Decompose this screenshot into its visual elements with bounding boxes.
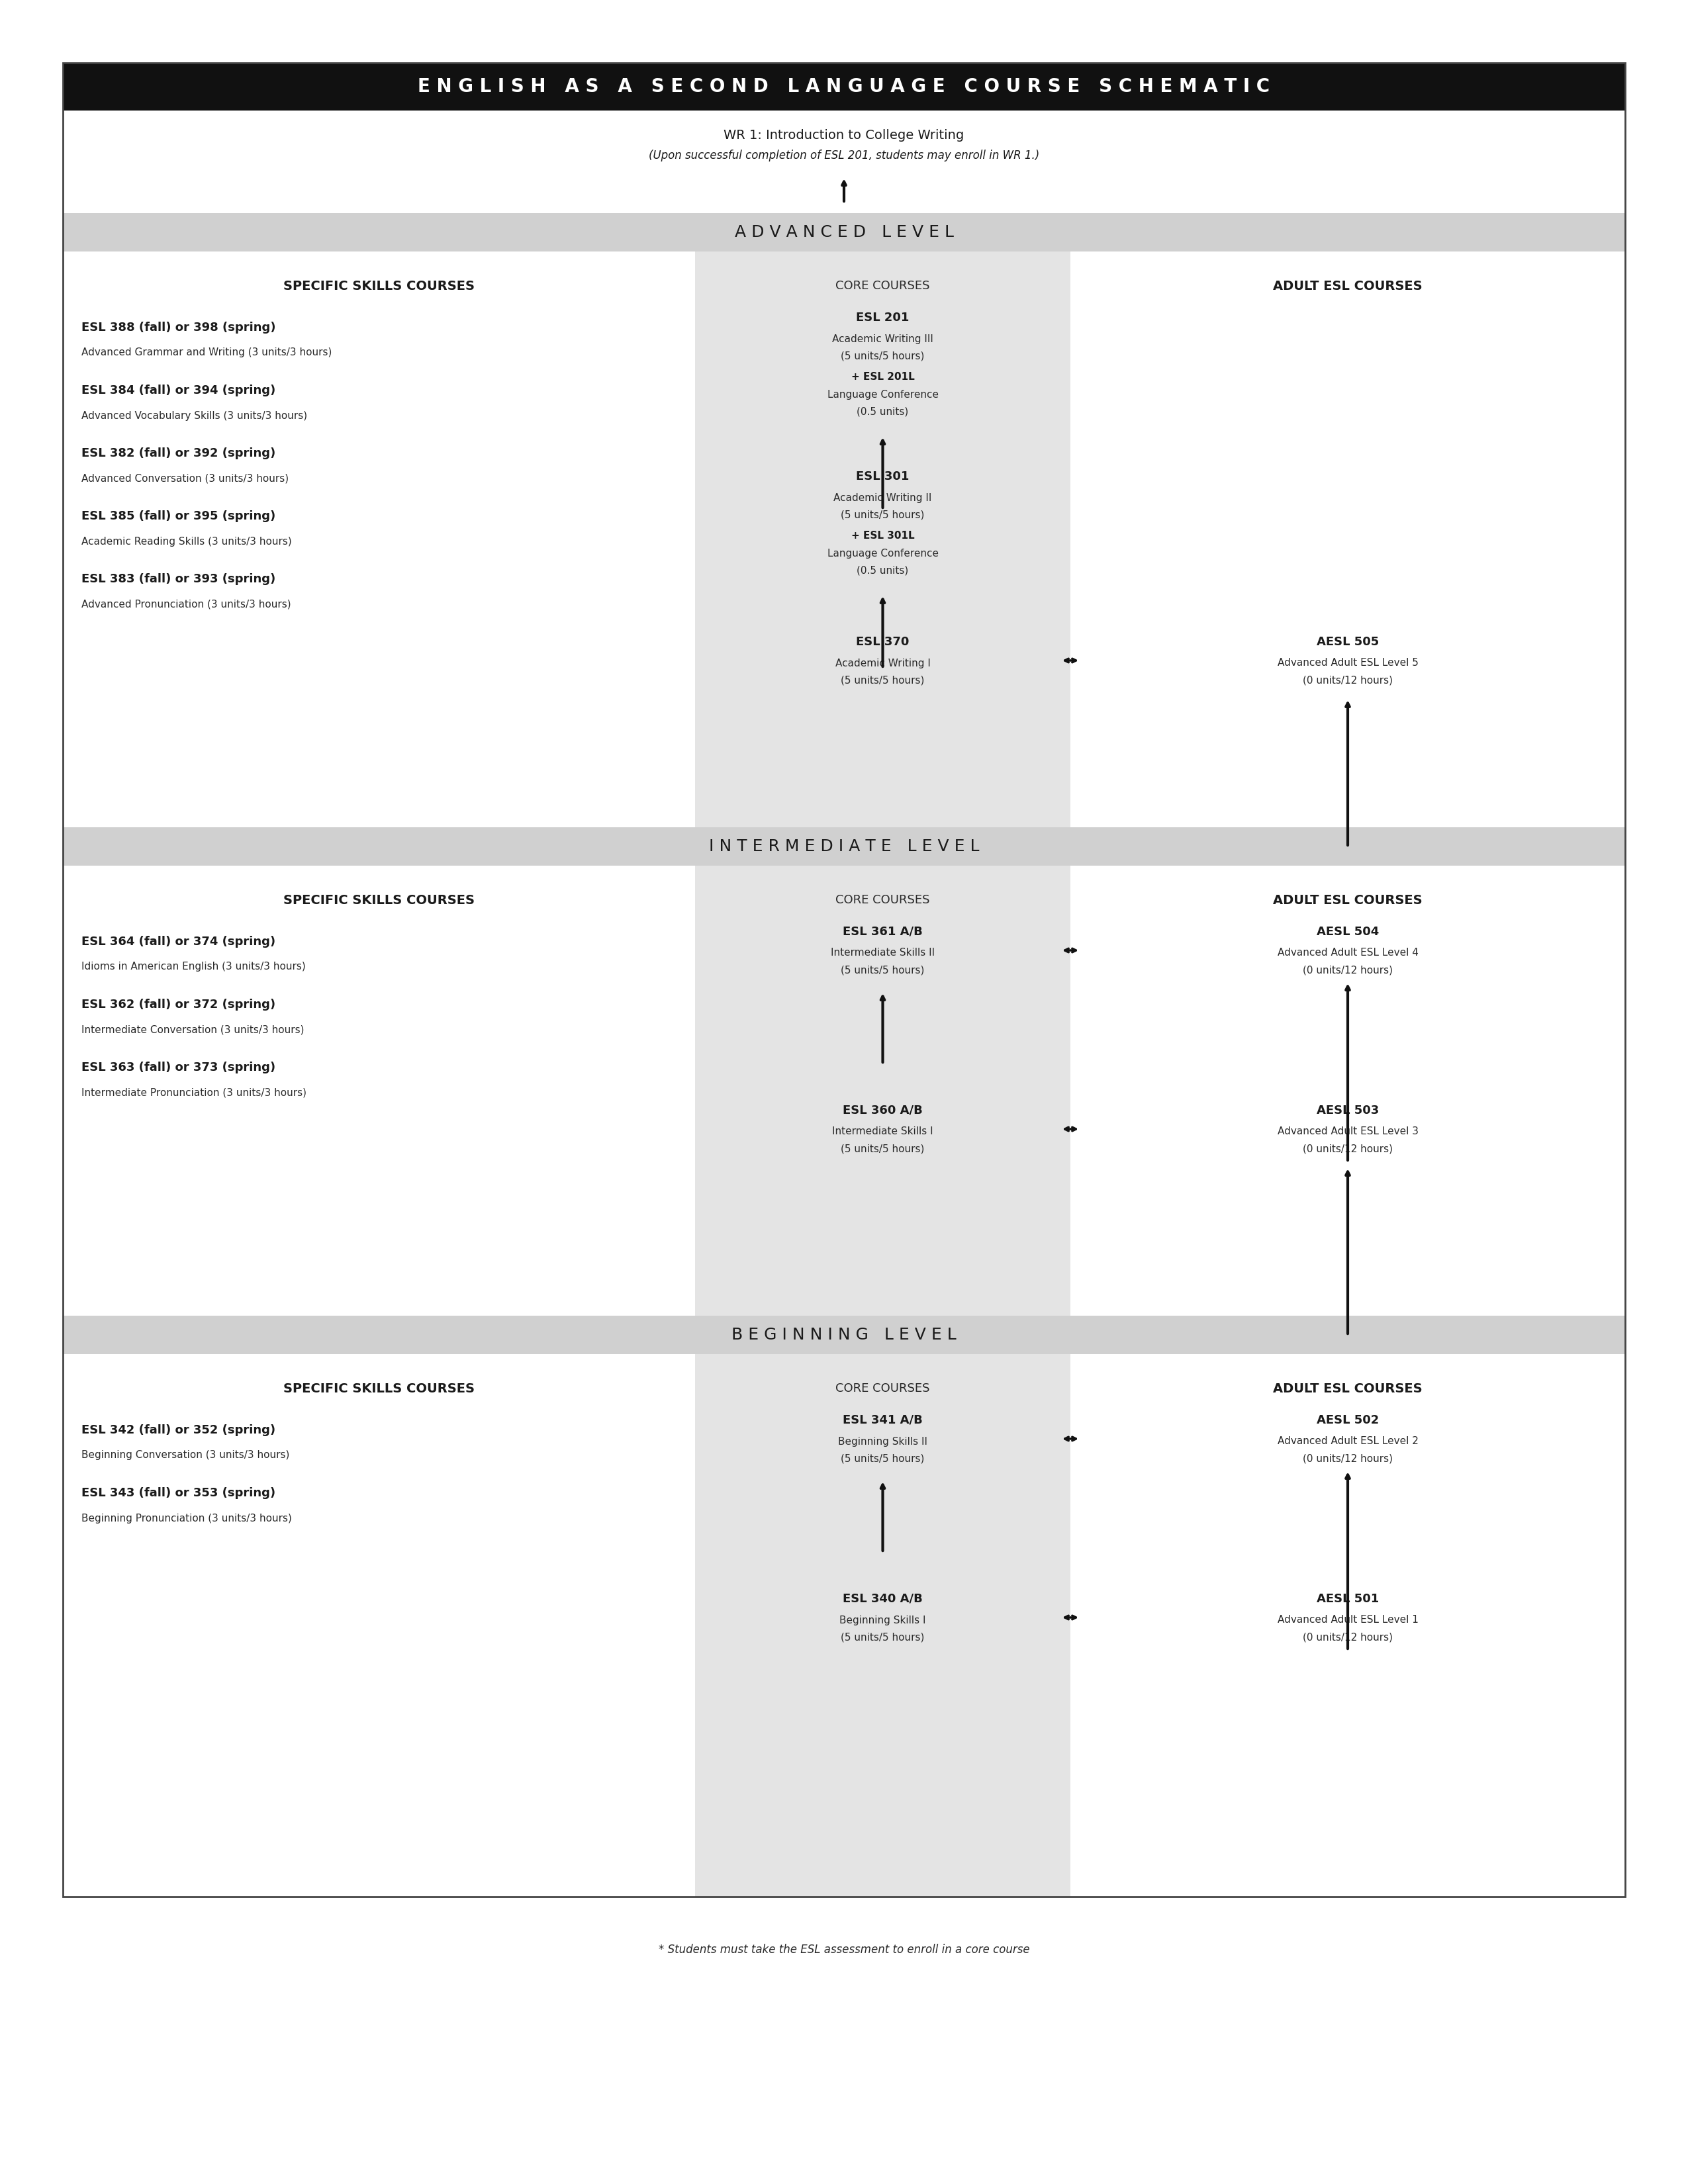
Text: Intermediate Skills I: Intermediate Skills I — [832, 1127, 933, 1136]
Bar — [62, 63, 1626, 1896]
Text: ESL 201: ESL 201 — [856, 312, 910, 323]
Text: ADULT ESL COURSES: ADULT ESL COURSES — [1273, 280, 1423, 293]
Text: (0 units/12 hours): (0 units/12 hours) — [1303, 965, 1393, 976]
Text: Academic Reading Skills (3 units/3 hours): Academic Reading Skills (3 units/3 hours… — [81, 537, 292, 546]
Text: Intermediate Conversation (3 units/3 hours): Intermediate Conversation (3 units/3 hou… — [81, 1024, 304, 1035]
Text: Idioms in American English (3 units/3 hours): Idioms in American English (3 units/3 ho… — [81, 961, 306, 972]
Bar — [62, 828, 1626, 865]
Text: Advanced Adult ESL Level 2: Advanced Adult ESL Level 2 — [1278, 1437, 1418, 1446]
Text: E N G L I S H   A S   A   S E C O N D   L A N G U A G E   C O U R S E   S C H E : E N G L I S H A S A S E C O N D L A N G … — [419, 76, 1269, 96]
Text: I N T E R M E D I A T E   L E V E L: I N T E R M E D I A T E L E V E L — [709, 839, 979, 854]
Text: Advanced Adult ESL Level 1: Advanced Adult ESL Level 1 — [1278, 1616, 1418, 1625]
Text: + ESL 201L: + ESL 201L — [851, 371, 915, 382]
Text: SPECIFIC SKILLS COURSES: SPECIFIC SKILLS COURSES — [284, 280, 474, 293]
Text: ESL 340 A/B: ESL 340 A/B — [842, 1592, 923, 1605]
Text: ESL 385 (fall) or 395 (spring): ESL 385 (fall) or 395 (spring) — [81, 511, 275, 522]
Text: (0 units/12 hours): (0 units/12 hours) — [1303, 1144, 1393, 1153]
Text: Intermediate Skills II: Intermediate Skills II — [830, 948, 935, 959]
Text: + ESL 301L: + ESL 301L — [851, 531, 915, 542]
Text: ADULT ESL COURSES: ADULT ESL COURSES — [1273, 893, 1423, 906]
Bar — [62, 214, 1626, 251]
Text: Advanced Adult ESL Level 4: Advanced Adult ESL Level 4 — [1278, 948, 1418, 959]
Text: CORE COURSES: CORE COURSES — [836, 280, 930, 293]
Text: ADULT ESL COURSES: ADULT ESL COURSES — [1273, 1382, 1423, 1396]
Text: (5 units/5 hours): (5 units/5 hours) — [841, 509, 925, 520]
Text: ESL 382 (fall) or 392 (spring): ESL 382 (fall) or 392 (spring) — [81, 448, 275, 459]
Text: ESL 342 (fall) or 352 (spring): ESL 342 (fall) or 352 (spring) — [81, 1424, 275, 1437]
Text: Advanced Pronunciation (3 units/3 hours): Advanced Pronunciation (3 units/3 hours) — [81, 598, 290, 609]
Text: ESL 383 (fall) or 393 (spring): ESL 383 (fall) or 393 (spring) — [81, 572, 275, 585]
Text: AESL 503: AESL 503 — [1317, 1105, 1379, 1116]
Text: ESL 360 A/B: ESL 360 A/B — [842, 1105, 923, 1116]
Bar — [695, 251, 1070, 828]
Text: (0 units/12 hours): (0 units/12 hours) — [1303, 675, 1393, 686]
Bar — [62, 63, 1626, 111]
Text: B E G I N N I N G   L E V E L: B E G I N N I N G L E V E L — [731, 1328, 957, 1343]
Text: CORE COURSES: CORE COURSES — [836, 893, 930, 906]
Text: (5 units/5 hours): (5 units/5 hours) — [841, 1631, 925, 1642]
Text: ESL 343 (fall) or 353 (spring): ESL 343 (fall) or 353 (spring) — [81, 1487, 275, 1498]
Text: Advanced Adult ESL Level 5: Advanced Adult ESL Level 5 — [1278, 657, 1418, 668]
Text: Advanced Adult ESL Level 3: Advanced Adult ESL Level 3 — [1278, 1127, 1418, 1136]
Text: (5 units/5 hours): (5 units/5 hours) — [841, 965, 925, 976]
Text: (0.5 units): (0.5 units) — [858, 566, 908, 574]
Text: Advanced Conversation (3 units/3 hours): Advanced Conversation (3 units/3 hours) — [81, 474, 289, 483]
Text: ESL 384 (fall) or 394 (spring): ESL 384 (fall) or 394 (spring) — [81, 384, 275, 397]
Text: (0 units/12 hours): (0 units/12 hours) — [1303, 1631, 1393, 1642]
Text: * Students must take the ESL assessment to enroll in a core course: * Students must take the ESL assessment … — [658, 1944, 1030, 1955]
Text: (5 units/5 hours): (5 units/5 hours) — [841, 1455, 925, 1463]
Text: (5 units/5 hours): (5 units/5 hours) — [841, 675, 925, 686]
Text: ESL 363 (fall) or 373 (spring): ESL 363 (fall) or 373 (spring) — [81, 1061, 275, 1075]
Text: (5 units/5 hours): (5 units/5 hours) — [841, 1144, 925, 1153]
Text: Beginning Skills II: Beginning Skills II — [837, 1437, 927, 1446]
Text: Advanced Grammar and Writing (3 units/3 hours): Advanced Grammar and Writing (3 units/3 … — [81, 347, 333, 358]
Text: ESL 388 (fall) or 398 (spring): ESL 388 (fall) or 398 (spring) — [81, 321, 275, 334]
Text: WR 1: Introduction to College Writing: WR 1: Introduction to College Writing — [724, 129, 964, 142]
Text: Academic Writing II: Academic Writing II — [834, 494, 932, 502]
Text: Language Conference: Language Conference — [827, 389, 939, 400]
Text: ESL 341 A/B: ESL 341 A/B — [842, 1415, 923, 1426]
Text: CORE COURSES: CORE COURSES — [836, 1382, 930, 1393]
Text: SPECIFIC SKILLS COURSES: SPECIFIC SKILLS COURSES — [284, 893, 474, 906]
Text: (0 units/12 hours): (0 units/12 hours) — [1303, 1455, 1393, 1463]
Text: (Upon successful completion of ESL 201, students may enroll in WR 1.): (Upon successful completion of ESL 201, … — [648, 149, 1040, 162]
Text: A D V A N C E D   L E V E L: A D V A N C E D L E V E L — [734, 225, 954, 240]
Text: AESL 504: AESL 504 — [1317, 926, 1379, 937]
Text: AESL 502: AESL 502 — [1317, 1415, 1379, 1426]
Text: ESL 301: ESL 301 — [856, 470, 910, 483]
Bar — [62, 1315, 1626, 1354]
Text: (0.5 units): (0.5 units) — [858, 406, 908, 417]
Text: Beginning Pronunciation (3 units/3 hours): Beginning Pronunciation (3 units/3 hours… — [81, 1514, 292, 1522]
Text: ESL 361 A/B: ESL 361 A/B — [842, 926, 923, 937]
Text: ESL 370: ESL 370 — [856, 636, 910, 649]
Text: Beginning Conversation (3 units/3 hours): Beginning Conversation (3 units/3 hours) — [81, 1450, 290, 1461]
Text: Academic Writing I: Academic Writing I — [836, 657, 930, 668]
Text: (5 units/5 hours): (5 units/5 hours) — [841, 352, 925, 360]
Text: Beginning Skills I: Beginning Skills I — [839, 1616, 927, 1625]
Text: Advanced Vocabulary Skills (3 units/3 hours): Advanced Vocabulary Skills (3 units/3 ho… — [81, 411, 307, 422]
Text: Academic Writing III: Academic Writing III — [832, 334, 933, 343]
Bar — [695, 1354, 1070, 1896]
Text: Language Conference: Language Conference — [827, 548, 939, 559]
Text: ESL 362 (fall) or 372 (spring): ESL 362 (fall) or 372 (spring) — [81, 998, 275, 1011]
Text: ESL 364 (fall) or 374 (spring): ESL 364 (fall) or 374 (spring) — [81, 935, 275, 948]
Text: AESL 505: AESL 505 — [1317, 636, 1379, 649]
Text: SPECIFIC SKILLS COURSES: SPECIFIC SKILLS COURSES — [284, 1382, 474, 1396]
Text: Intermediate Pronunciation (3 units/3 hours): Intermediate Pronunciation (3 units/3 ho… — [81, 1088, 307, 1099]
Bar — [695, 865, 1070, 1315]
Text: AESL 501: AESL 501 — [1317, 1592, 1379, 1605]
